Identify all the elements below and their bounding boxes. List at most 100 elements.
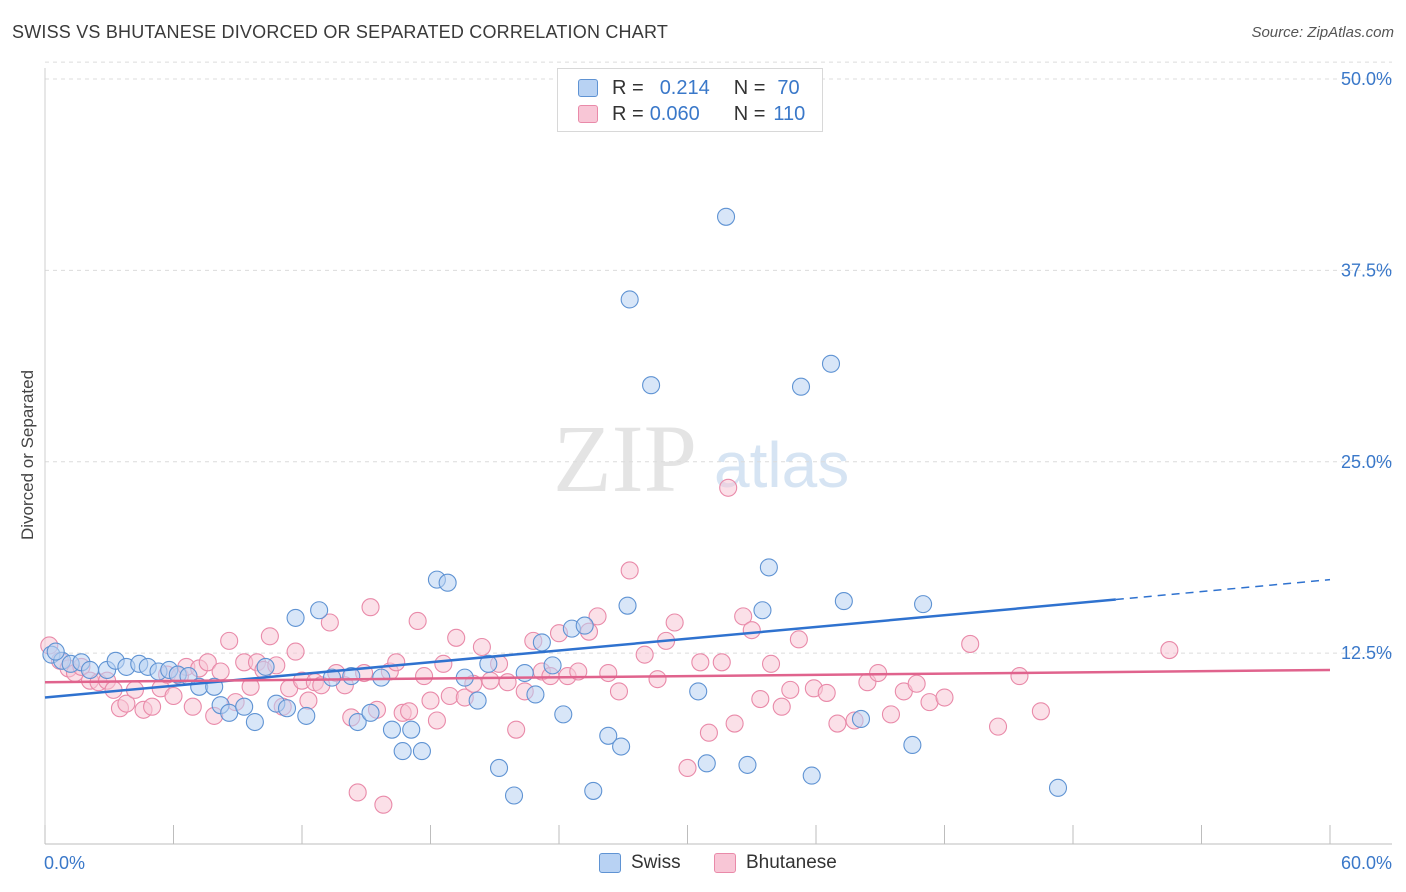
r-value: 0.214 [659,76,710,99]
bhutanese-point [421,691,440,710]
watermark-zip: ZIP [553,405,697,512]
n-label: N = [733,102,766,125]
n-label: N = [733,76,766,99]
swiss-point [322,668,342,687]
swiss-point [361,703,380,722]
swiss-point [46,642,65,661]
swiss-point [620,290,639,309]
bhutanese-point [719,478,738,497]
x-tick-label: 0.0% [44,853,85,873]
bhutanese-point [440,686,459,706]
bhutanese-point [907,674,926,693]
bhutanese-point [742,621,761,640]
bhutanese-point [408,611,427,631]
bhutanese-point [588,607,607,626]
stats-legend: R = 0.214 N = 70 R = 0.060 N = 110 [557,68,823,132]
swiss-point [1048,778,1068,797]
bhutanese-point [935,688,954,707]
swiss-point [80,660,100,680]
bhutanese-point [635,645,654,664]
bhutanese-point [211,662,230,681]
swiss-point [479,654,498,673]
bhutanese-point [1010,667,1029,686]
source-label: Source: ZipAtlas.com [1251,24,1394,41]
swiss-point [738,755,757,774]
bhutanese-point [609,682,629,701]
swiss-point [489,758,509,778]
swiss-trend-line [44,598,1116,699]
bhutanese-point [751,690,770,709]
swiss-point [554,705,573,724]
bhutanese-point [400,702,419,721]
swiss-point [834,592,853,611]
swiss-point [618,596,637,615]
swiss-point [642,376,661,395]
swiss-point [689,682,708,701]
bhutanese-point [415,667,434,686]
r-label: R = [612,76,644,99]
swiss-point [802,766,821,785]
legend-label-swiss: Swiss [631,852,681,873]
swiss-point [438,573,457,592]
n-value: 70 [777,76,800,99]
swiss-point [599,726,618,745]
swiss-point [277,699,297,718]
swiss-point [245,712,264,732]
swiss-swatch [578,79,598,97]
swiss-point [297,706,316,725]
swiss-point [256,657,275,676]
bhutanese-point [620,561,639,580]
bhutanese-trend-line [44,668,1331,684]
bhutanese-point [828,714,847,733]
bhutanese-point [569,662,588,681]
bhutanese-point [648,670,667,689]
bhutanese-point [665,613,684,632]
bhutanese-point [920,693,939,712]
swiss-point [504,786,524,805]
swiss-point [286,608,305,627]
swiss-trend-extension [1115,578,1331,601]
swiss-point [584,781,603,800]
bhutanese-point [348,783,367,802]
bhutanese-point [725,714,744,733]
bhutanese-point [498,673,517,692]
swiss-point [821,354,841,373]
bhutanese-point [183,697,202,716]
bhutanese-point [164,686,183,706]
r-label: R = [612,102,644,125]
bhutanese-point [817,683,836,702]
swiss-point [532,633,551,652]
swiss-point [382,720,402,739]
swiss-point [914,595,933,614]
legend-row-bhutanese: R = 0.060 N = 110 [578,103,805,125]
bhutanese-point [299,691,318,710]
swiss-point [393,742,412,761]
bhutanese-point [712,653,731,672]
chart-title: SWISS VS BHUTANESE DIVORCED OR SEPARATED… [12,22,669,42]
series-legend: Swiss Bhutanese [0,852,1406,876]
bhutanese-point [734,607,753,626]
bhutanese-point [599,663,618,683]
swiss-point [575,616,594,635]
swiss-point [753,601,772,620]
bhutanese-point [988,717,1008,736]
bhutanese-point [1031,702,1050,721]
bhutanese-point [772,697,791,716]
bhutanese-point [678,758,697,778]
swiss-point [348,712,367,732]
swiss-point [791,377,811,396]
swiss-point [310,601,329,620]
bhutanese-swatch [578,105,598,123]
y-tick-label: 25.0% [1341,452,1392,472]
bhutanese-point [198,653,217,672]
bhutanese-point [361,598,380,617]
swiss-point [759,558,778,577]
swiss-legend-swatch [599,853,621,873]
bhutanese-point [286,642,305,661]
bhutanese-point [374,795,393,814]
bhutanese-point [143,697,162,716]
bhutanese-point [387,653,406,672]
swiss-point [402,720,421,739]
swiss-point [716,207,736,226]
